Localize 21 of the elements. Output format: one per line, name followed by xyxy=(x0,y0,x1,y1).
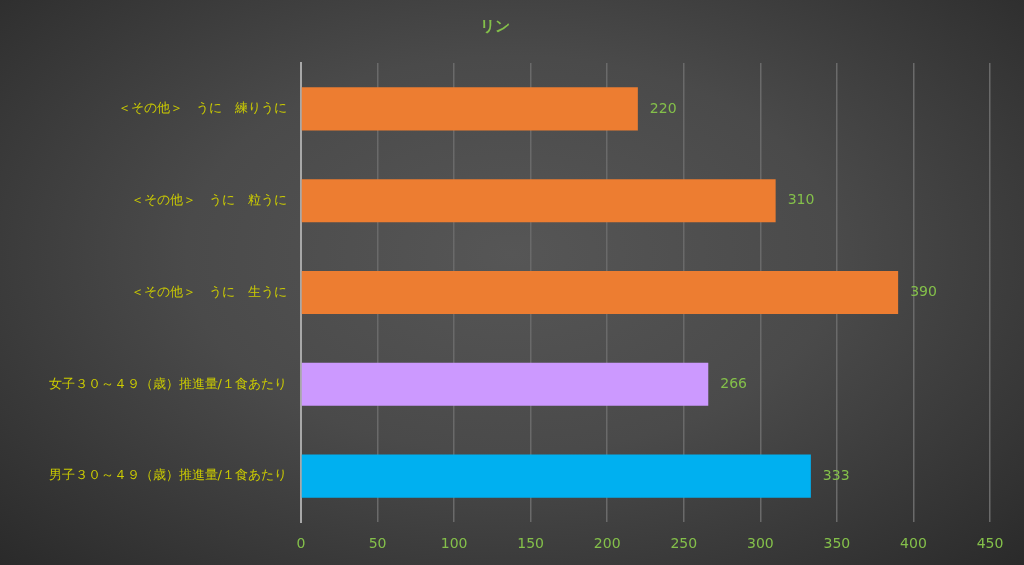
data-label: 220 xyxy=(649,99,677,116)
x-tick-label: 100 xyxy=(440,535,468,552)
chart-title: リン xyxy=(480,16,510,35)
y-tick-label: 男子３０～４９（歳）推進量/１食あたり xyxy=(48,467,287,483)
x-tick-label: 150 xyxy=(517,535,545,552)
data-label: 333 xyxy=(822,466,850,483)
data-label: 390 xyxy=(910,283,937,300)
y-tick-label: ＜その他＞ うに 練りうに xyxy=(118,100,287,116)
y-tick-label: ＜その他＞ うに 生うに xyxy=(131,283,287,299)
data-label: 266 xyxy=(720,374,748,391)
x-tick-label: 300 xyxy=(746,535,774,552)
x-tick-label: 50 xyxy=(368,535,387,552)
x-tick-label: 400 xyxy=(900,535,927,552)
x-tick-label: 200 xyxy=(593,535,621,552)
x-tick-label: 0 xyxy=(296,535,306,552)
data-label: 310 xyxy=(787,191,815,208)
x-tick-label: 450 xyxy=(976,535,1004,552)
x-tick-label: 350 xyxy=(823,535,851,552)
x-tick-label: 250 xyxy=(670,535,698,552)
y-tick-label: 女子３０～４９（歳）推進量/１食あたり xyxy=(48,375,287,391)
y-tick-label: ＜その他＞ うに 粒うに xyxy=(131,192,287,208)
